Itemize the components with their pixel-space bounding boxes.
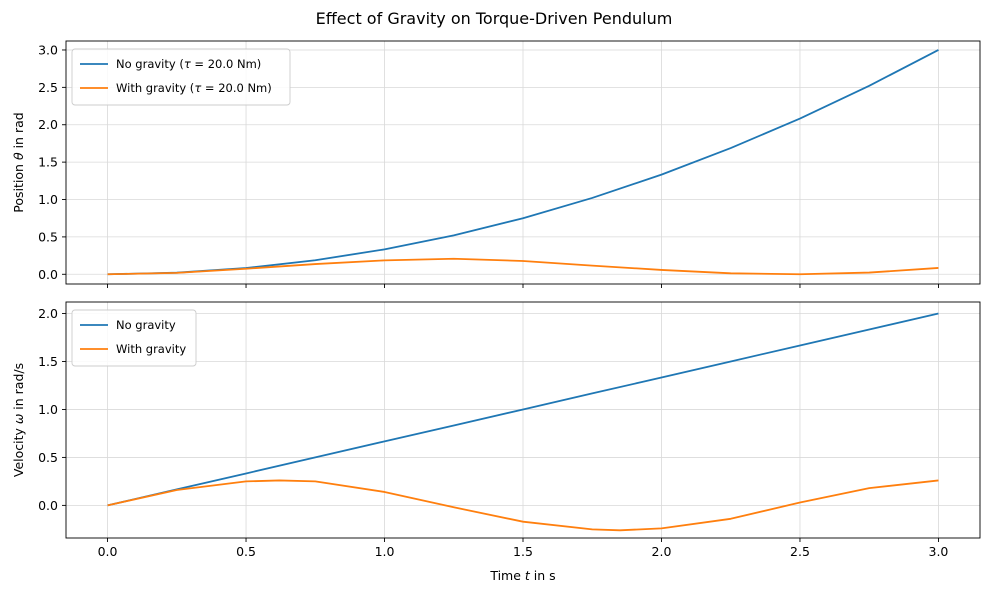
legend-box xyxy=(71,309,197,367)
x-tick-label: 1.0 xyxy=(375,544,395,559)
series-line-with-gravity xyxy=(107,257,939,276)
legend-label-no-gravity: No gravity (τ = 20.0 Nm) xyxy=(116,57,261,71)
y-tick-label: 1.0 xyxy=(38,402,58,417)
y-tick-label: 0.0 xyxy=(38,498,58,513)
y-tick-label: 0.0 xyxy=(38,267,58,282)
y-tick-label: 0.5 xyxy=(38,229,58,244)
y-tick-label: 1.5 xyxy=(38,354,58,369)
y-tick-label: 1.0 xyxy=(38,192,58,207)
position-plot: 0.0 0.5 1.0 1.5 2.0 2.5 3.0 Position θ in rad No… xyxy=(11,40,981,288)
series-line-no-gravity xyxy=(107,312,939,507)
y-axis-label: Position θ in rad xyxy=(11,112,26,212)
y-tick-label: 2.5 xyxy=(38,80,58,95)
legend-label-with-gravity: With gravity (τ = 20.0 Nm) xyxy=(116,81,272,95)
legend-box xyxy=(71,48,291,106)
velocity-plot: 0.0 0.5 1.0 1.5 2.0 2.5 3.0 0.0 0.5 1.0 1.5 2.0 Velo… xyxy=(11,301,981,583)
y-tick-label: 0.5 xyxy=(38,450,58,465)
x-tick-label: 1.5 xyxy=(513,544,533,559)
y-tick-label: 2.0 xyxy=(38,306,58,321)
x-tick-label: 3.0 xyxy=(929,544,949,559)
x-tick-label: 2.5 xyxy=(790,544,810,559)
y-tick-label: 3.0 xyxy=(38,42,58,57)
x-axis-label: Time t in s xyxy=(489,568,555,583)
series-line-with-gravity xyxy=(107,479,939,532)
legend-label-with-gravity: With gravity xyxy=(116,342,186,356)
y-tick-label: 2.0 xyxy=(38,117,58,132)
x-tick-label: 0.0 xyxy=(98,544,118,559)
x-tick-label: 2.0 xyxy=(652,544,672,559)
figure-title: Effect of Gravity on Torque-Driven Pendu… xyxy=(316,9,673,28)
legend-label-no-gravity: No gravity xyxy=(116,318,176,332)
y-axis-label: Velocity ω in rad/s xyxy=(11,363,26,477)
x-tick-label: 0.5 xyxy=(236,544,256,559)
y-tick-label: 1.5 xyxy=(38,155,58,170)
